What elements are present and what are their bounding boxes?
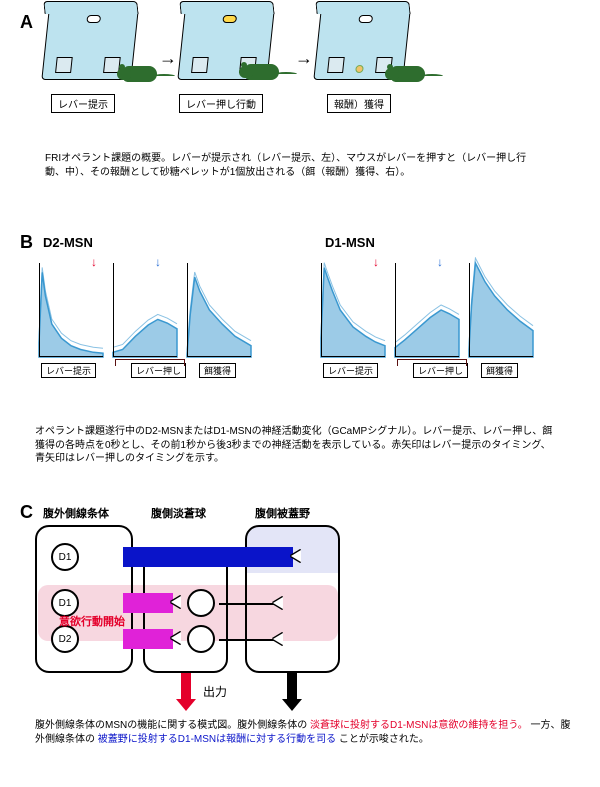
projection-magenta [123,593,173,613]
event-label: 餌獲得 [481,363,518,378]
panel-a: レバー提示 → レバー押し行動 → 報酬）獲得 FRIオペラント課題の概要。レバ… [45,10,495,190]
bracket-icon [397,359,467,365]
synapse-triangle-icon [273,597,283,609]
panel-b: D2-MSN D1-MSN ↓ ↓ レバー提示 レバー押し 餌獲得 ↓ ↓ レバ… [35,235,575,465]
task-label-1: レバー提示 [51,94,115,113]
mouse-icon [245,58,287,82]
section-label-c: C [20,502,33,523]
caption-c-highlight-red: 淡蒼球に投射するD1-MSNは意欲の維持を担う。 [310,720,528,731]
axes-icon [39,263,103,357]
caption-c: 腹外側線条体のMSNの機能に関する模式図。腹外側線条体の 淡蒼球に投射するD1-… [35,719,575,746]
cue-light-icon [222,15,237,23]
cue-light-icon [358,15,373,23]
chart-d1: ↓ ↓ レバー提示 レバー押し 餌獲得 [317,257,537,367]
output-label: 出力 [203,683,227,700]
arrow-down-red-icon: ↓ [91,255,97,269]
caption-c-part: 腹外側線条体のMSNの機能に関する模式図。腹外側線条体の [35,720,307,731]
lever-slot-icon [327,57,345,73]
arrow-down-blue-icon: ↓ [437,255,443,269]
arrow-down-blue-icon: ↓ [155,255,161,269]
motivation-label: 意欲行動開始 [59,613,125,629]
col-label-vls: 腹外側線条体 [43,505,109,521]
synapse-triangle-icon [273,633,283,645]
panel-c: 腹外側線条体 腹側淡蒼球 腹側被蓋野 D1 D1 D2 意欲行動開始 出力 腹 [35,505,575,765]
output-arrow-black-icon [287,673,297,701]
pellet-icon [355,65,364,73]
axes-icon [395,263,459,357]
circuit-diagram: D1 D1 D2 意欲行動開始 出力 [35,523,360,693]
task-label-3: 報酬）獲得 [327,94,391,113]
arrow-right-icon: → [295,48,313,69]
vp-box [143,553,228,673]
caption-c-highlight-blue: 被蓋野に投射するD1-MSNは報酬に対する行動を司る [98,734,336,745]
task-label-2: レバー押し行動 [179,94,263,113]
connection-line [219,639,275,641]
chart-title-d1: D1-MSN [325,235,375,250]
col-label-vta: 腹側被蓋野 [255,505,310,521]
neuron-d1: D1 [51,543,79,571]
neuron-vp [187,625,215,653]
section-label-a: A [20,12,33,33]
event-label: レバー提示 [41,363,96,378]
arrow-right-icon: → [159,48,177,69]
event-label: 餌獲得 [199,363,236,378]
neuron-d2: D2 [51,625,79,653]
axes-icon [321,263,385,357]
event-label: レバー提示 [323,363,378,378]
axes-icon [469,263,533,357]
chart-title-d2: D2-MSN [43,235,93,250]
synapse-triangle-icon [291,550,301,562]
projection-blue [123,547,293,567]
synapse-triangle-icon [171,596,181,608]
neuron-vp [187,589,215,617]
chart-d2: ↓ ↓ レバー提示 レバー押し 餌獲得 [35,257,255,367]
col-label-vp: 腹側淡蒼球 [151,505,206,521]
axes-icon [113,263,177,357]
cue-light-icon [86,15,101,23]
caption-a: FRIオペラント課題の概要。レバーが提示され（レバー提示、左）、マウスがレバーを… [45,152,545,179]
projection-magenta [123,629,173,649]
output-arrow-red-icon [181,673,191,701]
lever-slot-icon [55,57,73,73]
section-label-b: B [20,232,33,253]
axes-icon [187,263,251,357]
synapse-triangle-icon [171,632,181,644]
caption-c-part: ことが示唆された。 [339,734,429,745]
caption-b: オペラント課題遂行中のD2-MSNまたはD1-MSNの神経活動変化（GCaMPシ… [35,425,555,466]
arrow-down-red-icon: ↓ [373,255,379,269]
vls-box [35,525,133,673]
lever-slot-icon [191,57,209,73]
connection-line [219,603,275,605]
mouse-icon [391,60,433,84]
bracket-icon [115,359,185,365]
